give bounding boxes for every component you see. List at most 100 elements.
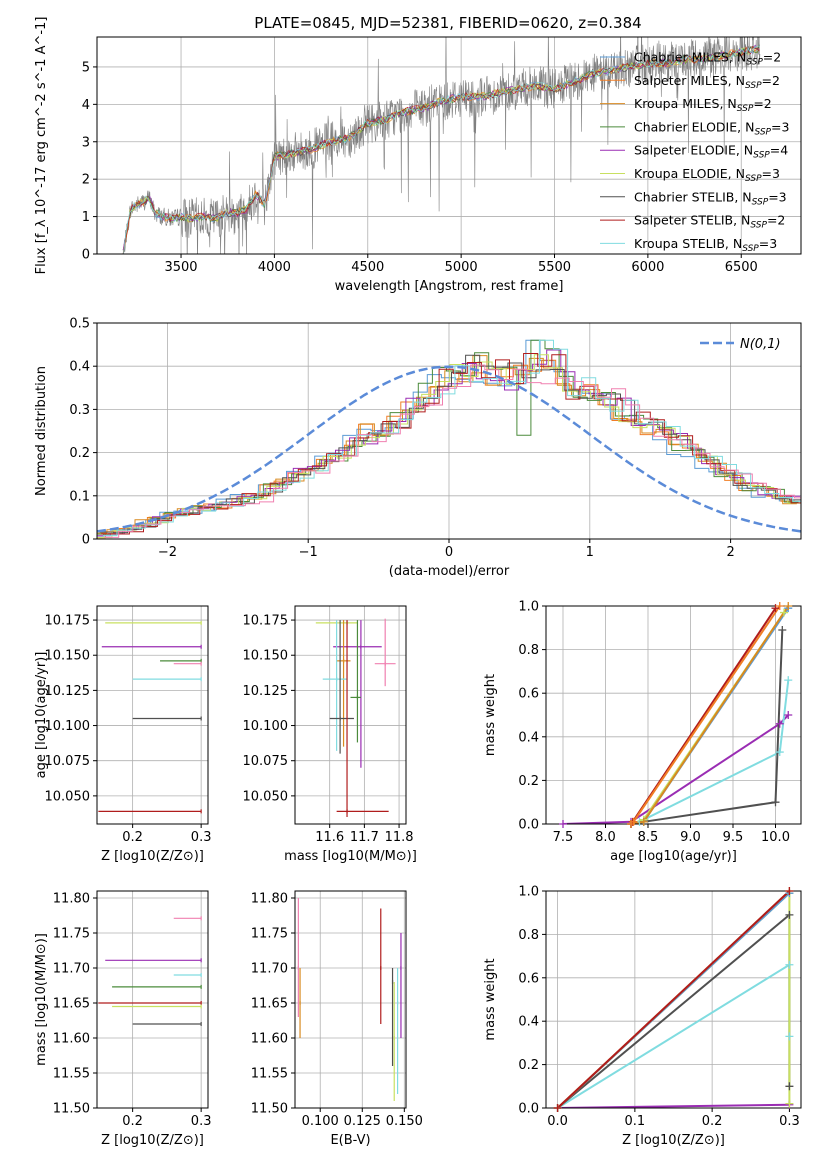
y-tick-label: 11.70 <box>53 962 90 977</box>
x-axis-label: wavelength [Angstrom, rest frame] <box>335 279 564 294</box>
y-tick-label: 0.0 <box>518 818 539 833</box>
mass-weight-marker <box>629 817 638 826</box>
y-tick-label: 11.65 <box>53 997 90 1012</box>
legend-suffix: =2 <box>767 213 785 228</box>
legend-suffix: =2 <box>762 73 780 88</box>
y-axis-label: age [log10(age/yr)] <box>34 652 49 779</box>
panel-mass-vs-Z: 0.2 0.3 11.50 11.55 11.60 11.65 11.70 11.75 11.8… <box>34 890 211 1148</box>
x-tick-label: 9.0 <box>680 830 701 845</box>
plot-area <box>295 891 406 1108</box>
x-tick-label: 5500 <box>538 260 571 275</box>
histogram-step <box>101 353 801 535</box>
y-tick-label: 10.050 <box>243 789 289 804</box>
y-tick-label: 0.4 <box>518 1015 539 1030</box>
y-tick-label: 11.70 <box>251 962 288 977</box>
x-axis-label: Z [log10(Z/Z⊙)] <box>101 1133 204 1148</box>
x-tick-label: 0.125 <box>344 1114 381 1129</box>
y-tick-label: 11.80 <box>251 892 288 907</box>
y-axis-label: mass weight <box>483 674 498 756</box>
y-tick-label: 10.150 <box>243 649 289 664</box>
y-tick-label: 2 <box>82 173 90 188</box>
x-tick-label: 0.3 <box>191 830 212 845</box>
legend-suffix: =3 <box>759 236 777 251</box>
panel-spectrum: 3500 4000 4500 5000 5500 6000 6500 0 1 2 3 4 5 wavele… <box>34 17 802 294</box>
x-tick-label: 9.5 <box>723 830 744 845</box>
legend-label: Salpeter STELIB, NSSP=2 <box>634 213 785 231</box>
mass-weight-marker <box>785 910 794 919</box>
x-tick-label: 11.7 <box>350 830 379 845</box>
y-tick-label: 11.50 <box>251 1102 288 1117</box>
grid <box>546 606 801 824</box>
mass-weight-marker <box>775 748 784 757</box>
model-spectrum-line <box>123 45 760 254</box>
y-tick-label: 0.6 <box>518 971 539 986</box>
legend-subscript: SSP <box>745 174 762 184</box>
legend-label: N(0,1) <box>740 337 781 352</box>
y-tick-label: 10.150 <box>45 649 91 664</box>
panel-age-vs-mass: 11.6 11.7 11.8 10.050 10.075 10.100 10.125 10.1… <box>243 605 417 864</box>
mass-weight-marker <box>778 625 787 634</box>
legend-suffix: =3 <box>768 189 786 204</box>
grid <box>97 891 208 1108</box>
y-tick-label: 10.125 <box>45 684 91 699</box>
x-tick-label: 6500 <box>725 260 758 275</box>
mass-weight-marker <box>785 1082 794 1091</box>
y-tick-label: 11.75 <box>53 927 90 942</box>
y-axis-label: mass weight <box>483 958 498 1040</box>
x-tick-label: 6000 <box>631 260 664 275</box>
y-tick-label: 0.0 <box>518 1102 539 1117</box>
x-axis-label: age [log10(age/yr)] <box>610 849 737 864</box>
mass-weight-marker <box>785 887 794 895</box>
y-tick-label: 10.175 <box>243 614 289 629</box>
axes-frame <box>96 36 802 255</box>
panel-residuals: −2 −1 0 1 2 0 0.1 0.2 0.3 0.4 0.5 (data-model)/erro… <box>34 317 802 579</box>
y-tick-label: 4 <box>82 98 90 113</box>
x-axis-label: (data-model)/error <box>389 564 510 579</box>
y-tick-label: 11.80 <box>53 892 90 907</box>
x-axis-label: E(B-V) <box>330 1133 370 1148</box>
mass-weight-line <box>556 912 791 1108</box>
mass-weight-line <box>562 714 790 824</box>
histogram-step <box>99 354 801 534</box>
legend-label: Kroupa STELIB, NSSP=3 <box>634 236 777 254</box>
y-tick-label: 0.2 <box>518 774 539 789</box>
y-tick-label: 11.75 <box>251 927 288 942</box>
x-tick-label: −1 <box>299 545 318 560</box>
x-tick-label: 0.3 <box>779 1114 800 1129</box>
panel-mass-weight-vs-age: 7.5 8.0 8.5 9.0 9.5 10.0 0.0 0.2 0.4 0.6 0.8 1.0 age… <box>483 600 802 864</box>
plot-area <box>97 37 801 254</box>
legend-label: Chabrier MILES, NSSP=2 <box>634 50 781 68</box>
y-tick-label: 11.55 <box>53 1067 90 1082</box>
legend-subscript: SSP <box>737 104 754 114</box>
x-tick-label: 7.5 <box>553 830 574 845</box>
x-tick-label: 2 <box>726 545 734 560</box>
y-tick-label: 0.8 <box>518 643 539 658</box>
y-tick-label: 3 <box>82 135 90 150</box>
legend-subscript: SSP <box>752 197 769 207</box>
legend-label: Kroupa MILES, NSSP=2 <box>634 96 772 114</box>
mass-weight-line <box>557 1103 790 1108</box>
y-tick-label: 11.55 <box>251 1067 288 1082</box>
legend-subscript: SSP <box>745 81 762 91</box>
y-tick-label: 11.60 <box>53 1032 90 1047</box>
x-tick-label: 0.1 <box>625 1114 646 1129</box>
x-tick-label: 10.0 <box>761 830 790 845</box>
y-tick-label: 11.50 <box>53 1102 90 1117</box>
mass-weight-marker <box>559 820 567 828</box>
mass-weight-marker <box>785 1032 794 1041</box>
normal-curve <box>97 365 801 533</box>
x-tick-label: 11.8 <box>385 830 414 845</box>
x-tick-label: 0.2 <box>122 1114 143 1129</box>
legend-suffix: =3 <box>762 166 780 181</box>
y-tick-label: 10.125 <box>243 684 289 699</box>
mass-weight-line <box>557 963 791 1108</box>
legend-label: Salpeter ELODIE, NSSP=4 <box>634 143 788 161</box>
axes-frame <box>96 890 209 1109</box>
x-tick-label: −2 <box>158 545 177 560</box>
panel-mass-weight-vs-Z: 0.0 0.1 0.2 0.3 0.0 0.2 0.4 0.6 0.8 1.0 Z [log10(Z… <box>483 885 802 1148</box>
y-tick-label: 0 <box>82 533 90 548</box>
y-tick-label: 10.175 <box>45 614 91 629</box>
legend-label: Chabrier ELODIE, NSSP=3 <box>634 119 789 137</box>
x-tick-label: 4000 <box>258 260 291 275</box>
